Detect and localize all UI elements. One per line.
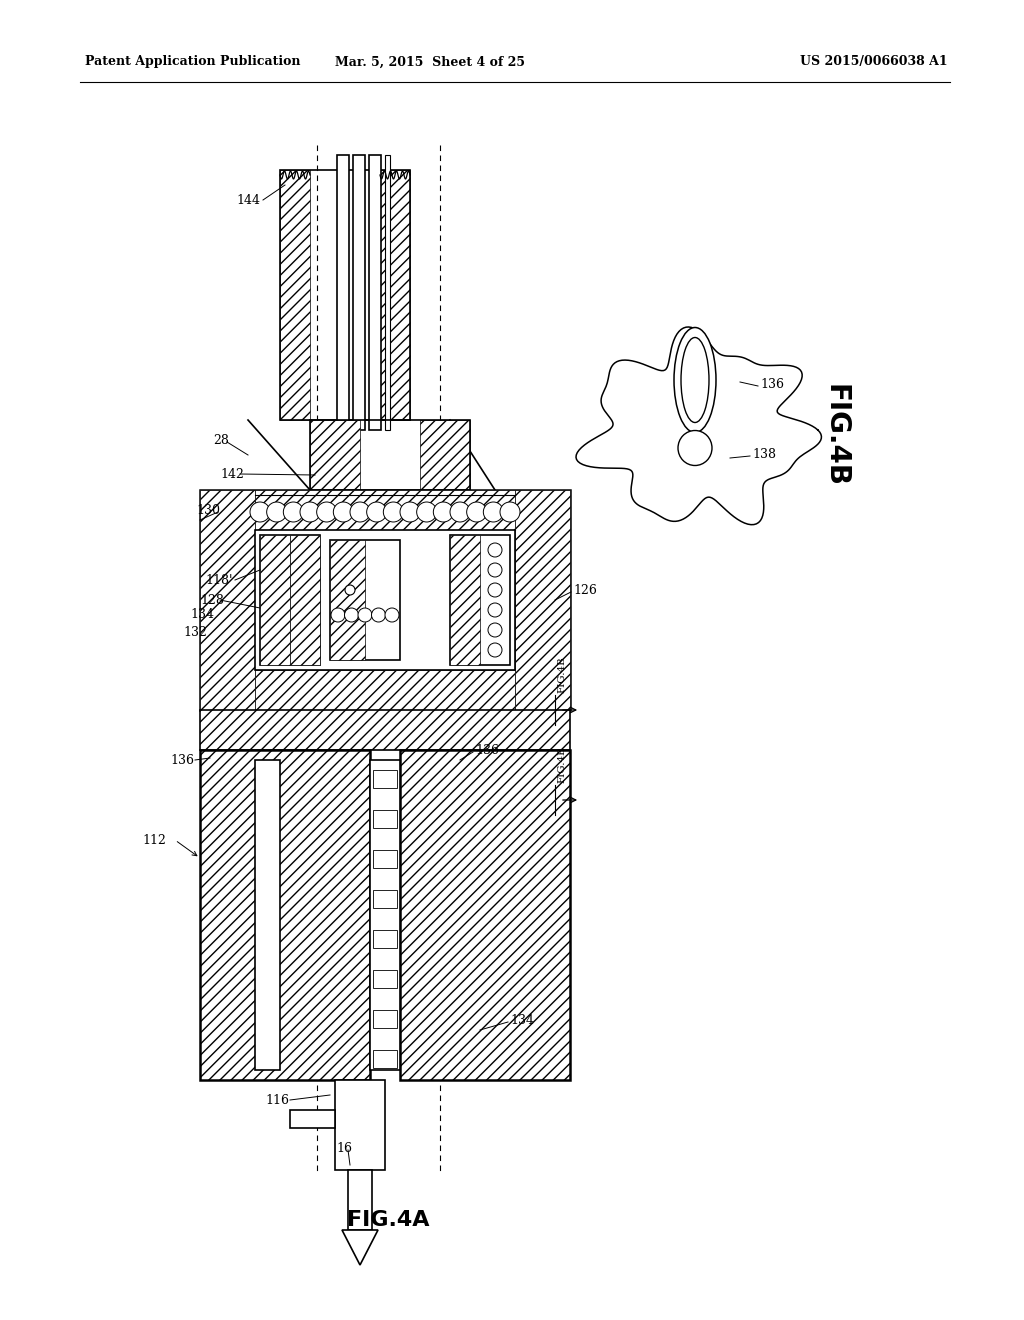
Bar bbox=[335, 1080, 385, 1170]
Text: Mar. 5, 2015  Sheet 4 of 25: Mar. 5, 2015 Sheet 4 of 25 bbox=[335, 55, 525, 69]
Text: FIG.4B: FIG.4B bbox=[557, 746, 566, 783]
Text: 136: 136 bbox=[170, 754, 194, 767]
Bar bbox=[373, 890, 397, 908]
Bar bbox=[373, 850, 397, 869]
Circle shape bbox=[316, 502, 337, 521]
Bar bbox=[373, 770, 397, 788]
Text: 112: 112 bbox=[142, 833, 166, 846]
Circle shape bbox=[488, 603, 502, 616]
Bar bbox=[255, 531, 515, 671]
Text: 128: 128 bbox=[200, 594, 224, 606]
Circle shape bbox=[400, 502, 420, 521]
Text: 138: 138 bbox=[752, 449, 776, 462]
Circle shape bbox=[266, 502, 287, 521]
Text: 142: 142 bbox=[220, 469, 244, 482]
Text: 132: 132 bbox=[183, 626, 207, 639]
Circle shape bbox=[344, 609, 358, 622]
Bar bbox=[200, 710, 570, 750]
Text: FIG.4B: FIG.4B bbox=[821, 384, 849, 487]
Bar bbox=[310, 420, 360, 490]
Bar bbox=[290, 535, 319, 665]
Circle shape bbox=[433, 502, 454, 521]
Text: 130: 130 bbox=[196, 503, 220, 516]
Circle shape bbox=[500, 502, 520, 521]
Bar bbox=[255, 671, 515, 710]
Circle shape bbox=[450, 502, 470, 521]
Text: US 2015/0066038 A1: US 2015/0066038 A1 bbox=[800, 55, 947, 69]
Bar bbox=[337, 154, 349, 430]
Circle shape bbox=[488, 543, 502, 557]
Circle shape bbox=[385, 609, 399, 622]
Circle shape bbox=[300, 502, 319, 521]
Bar bbox=[400, 750, 570, 1080]
Circle shape bbox=[284, 502, 303, 521]
Circle shape bbox=[345, 585, 355, 595]
Bar bbox=[373, 931, 397, 948]
Ellipse shape bbox=[681, 338, 709, 422]
Text: 126: 126 bbox=[573, 583, 597, 597]
Bar bbox=[380, 170, 410, 420]
Text: 134: 134 bbox=[190, 609, 214, 622]
Circle shape bbox=[334, 502, 353, 521]
Bar bbox=[330, 540, 365, 660]
Bar bbox=[450, 535, 480, 665]
Ellipse shape bbox=[674, 327, 716, 433]
Text: 116: 116 bbox=[265, 1093, 289, 1106]
Circle shape bbox=[358, 609, 372, 622]
Bar bbox=[310, 420, 470, 490]
Circle shape bbox=[383, 502, 403, 521]
Circle shape bbox=[350, 502, 370, 521]
Bar bbox=[353, 154, 365, 430]
Circle shape bbox=[488, 564, 502, 577]
Circle shape bbox=[367, 502, 387, 521]
Circle shape bbox=[488, 643, 502, 657]
Text: Patent Application Publication: Patent Application Publication bbox=[85, 55, 300, 69]
Bar bbox=[370, 760, 400, 1071]
Text: FIG.4B: FIG.4B bbox=[557, 656, 566, 693]
Bar bbox=[280, 170, 310, 420]
Circle shape bbox=[483, 502, 504, 521]
Bar bbox=[373, 1010, 397, 1028]
Bar bbox=[280, 170, 410, 420]
Bar bbox=[255, 490, 515, 531]
Text: FIG.4A: FIG.4A bbox=[347, 1210, 429, 1230]
Text: 16: 16 bbox=[336, 1142, 352, 1155]
Circle shape bbox=[372, 609, 385, 622]
Bar bbox=[385, 154, 390, 430]
Circle shape bbox=[488, 583, 502, 597]
Bar bbox=[200, 490, 570, 710]
Polygon shape bbox=[342, 1230, 378, 1265]
Bar bbox=[373, 810, 397, 828]
Bar bbox=[373, 1049, 397, 1068]
Bar bbox=[200, 490, 255, 710]
Circle shape bbox=[331, 609, 345, 622]
Bar bbox=[420, 420, 470, 490]
Circle shape bbox=[250, 502, 270, 521]
Bar bbox=[260, 535, 290, 665]
Text: 136: 136 bbox=[475, 743, 499, 756]
Text: 136: 136 bbox=[760, 379, 784, 392]
Bar bbox=[348, 1170, 372, 1230]
Text: 134: 134 bbox=[510, 1014, 534, 1027]
Bar bbox=[369, 154, 381, 430]
Bar bbox=[255, 760, 280, 1071]
Bar bbox=[330, 540, 400, 660]
Bar bbox=[450, 535, 510, 665]
Bar bbox=[260, 535, 319, 665]
Bar bbox=[373, 970, 397, 987]
Text: 118': 118' bbox=[205, 573, 232, 586]
Ellipse shape bbox=[678, 430, 712, 466]
Bar bbox=[290, 1110, 335, 1129]
Text: 28: 28 bbox=[213, 433, 229, 446]
Text: 144: 144 bbox=[236, 194, 260, 206]
Bar bbox=[515, 490, 570, 710]
Circle shape bbox=[467, 502, 486, 521]
Circle shape bbox=[488, 623, 502, 638]
Circle shape bbox=[417, 502, 436, 521]
Bar bbox=[200, 750, 370, 1080]
